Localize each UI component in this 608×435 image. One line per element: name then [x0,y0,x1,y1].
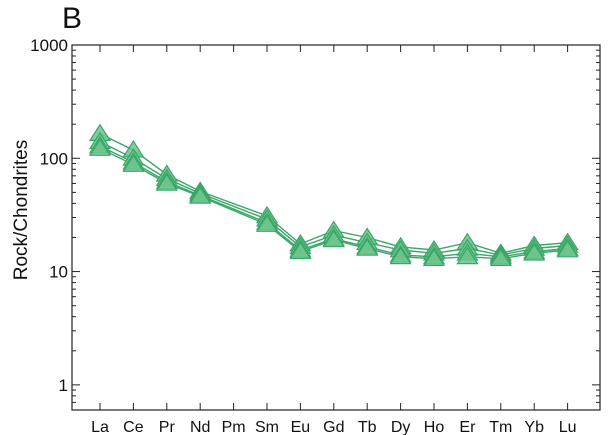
x-tick-label: Er [459,419,476,435]
triangle-marker [422,248,446,266]
triangle-marker [189,186,212,204]
x-tick-label: Gd [323,419,344,435]
x-tick-label: Tm [489,419,512,435]
y-tick-label: 1 [59,376,68,395]
plot-area-frame [71,44,601,411]
x-tick-label: Pm [222,419,246,435]
x-tick-label: Ho [424,419,445,435]
triangle-marker [456,246,479,265]
axis-labels: 1 10 100 1000 La Ce Pr Nd Pm Sm Eu Gd Tb Dy Ho Er Tm Yb Lu [30,36,576,435]
triangle-marker [88,138,112,156]
y-axis-label: Rock/Chondrites [11,139,32,281]
triangle-marker [255,214,279,232]
triangle-marker [556,239,579,258]
triangle-marker [122,154,145,172]
y-tick-label: 1000 [30,36,68,55]
triangle-marker [389,246,412,265]
x-tick-label: Lu [559,419,577,435]
x-tick-label: Sm [255,419,279,435]
y-axis-title: Rock/Chondrites [2,105,42,315]
x-tick-label: La [91,419,109,435]
triangle-marker [356,238,379,256]
x-tick-label: Pr [159,419,176,435]
x-tick-label: Nd [190,419,210,435]
x-tick-label: Ce [123,419,144,435]
x-tick-label: Dy [391,419,411,435]
panel-label: B [62,2,83,35]
x-tick-label: Yb [524,419,544,435]
y-tick-label: 10 [49,263,68,282]
x-tick-label: Eu [291,419,311,435]
y-tick-label: 100 [40,149,68,168]
triangle-marker [489,248,512,266]
x-tick-label: Tb [358,419,377,435]
axis-ticks [72,44,600,411]
triangle-marker [523,243,546,261]
triangle-marker [289,241,312,259]
triangle-marker [322,229,345,248]
triangle-marker [155,173,178,191]
series-markers [88,123,579,266]
